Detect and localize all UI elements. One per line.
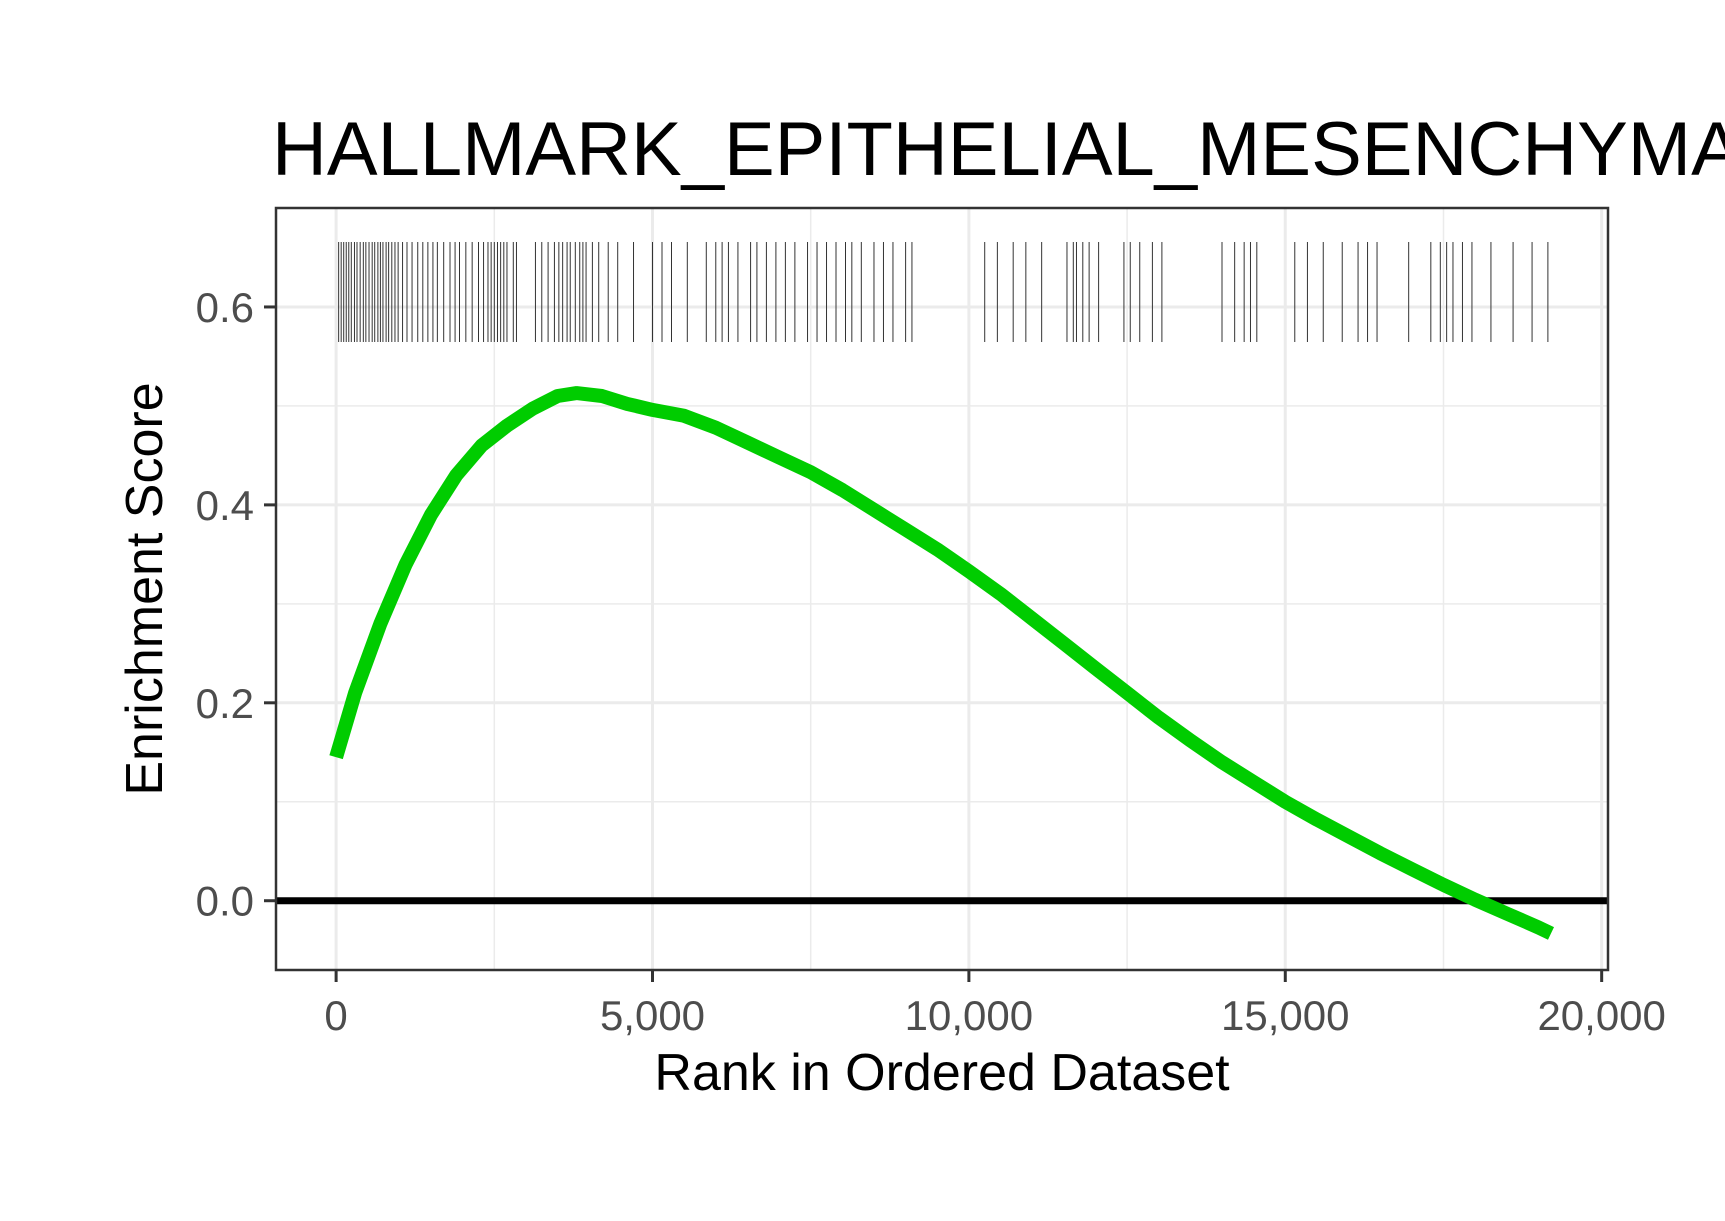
y-tick-label: 0.0	[196, 878, 254, 925]
y-axis-title: Enrichment Score	[116, 382, 174, 795]
y-tick-label: 0.2	[196, 680, 254, 727]
x-tick-label: 20,000	[1537, 992, 1665, 1039]
x-axis-ticks: 0 5,000 10,000 15,000 20,000	[324, 970, 1666, 1039]
y-tick-label: 0.6	[196, 284, 254, 331]
y-axis-ticks: 0.0 0.2 0.4 0.6	[196, 284, 276, 925]
x-tick-label: 5,000	[600, 992, 705, 1039]
panel-border	[274, 206, 1610, 972]
x-tick-label: 10,000	[905, 992, 1033, 1039]
enrichment-score-line	[329, 386, 1555, 940]
gene-hit-marks	[338, 242, 1549, 342]
x-tick-label: 15,000	[1221, 992, 1349, 1039]
y-tick-label: 0.4	[196, 482, 254, 529]
minor-gridlines	[276, 208, 1608, 970]
x-axis-title: Rank in Ordered Dataset	[654, 1044, 1230, 1102]
chart-title: HALLMARK_EPITHELIAL_MESENCHYMAL_TRANSITI…	[272, 107, 1725, 192]
x-tick-label: 0	[324, 992, 347, 1039]
